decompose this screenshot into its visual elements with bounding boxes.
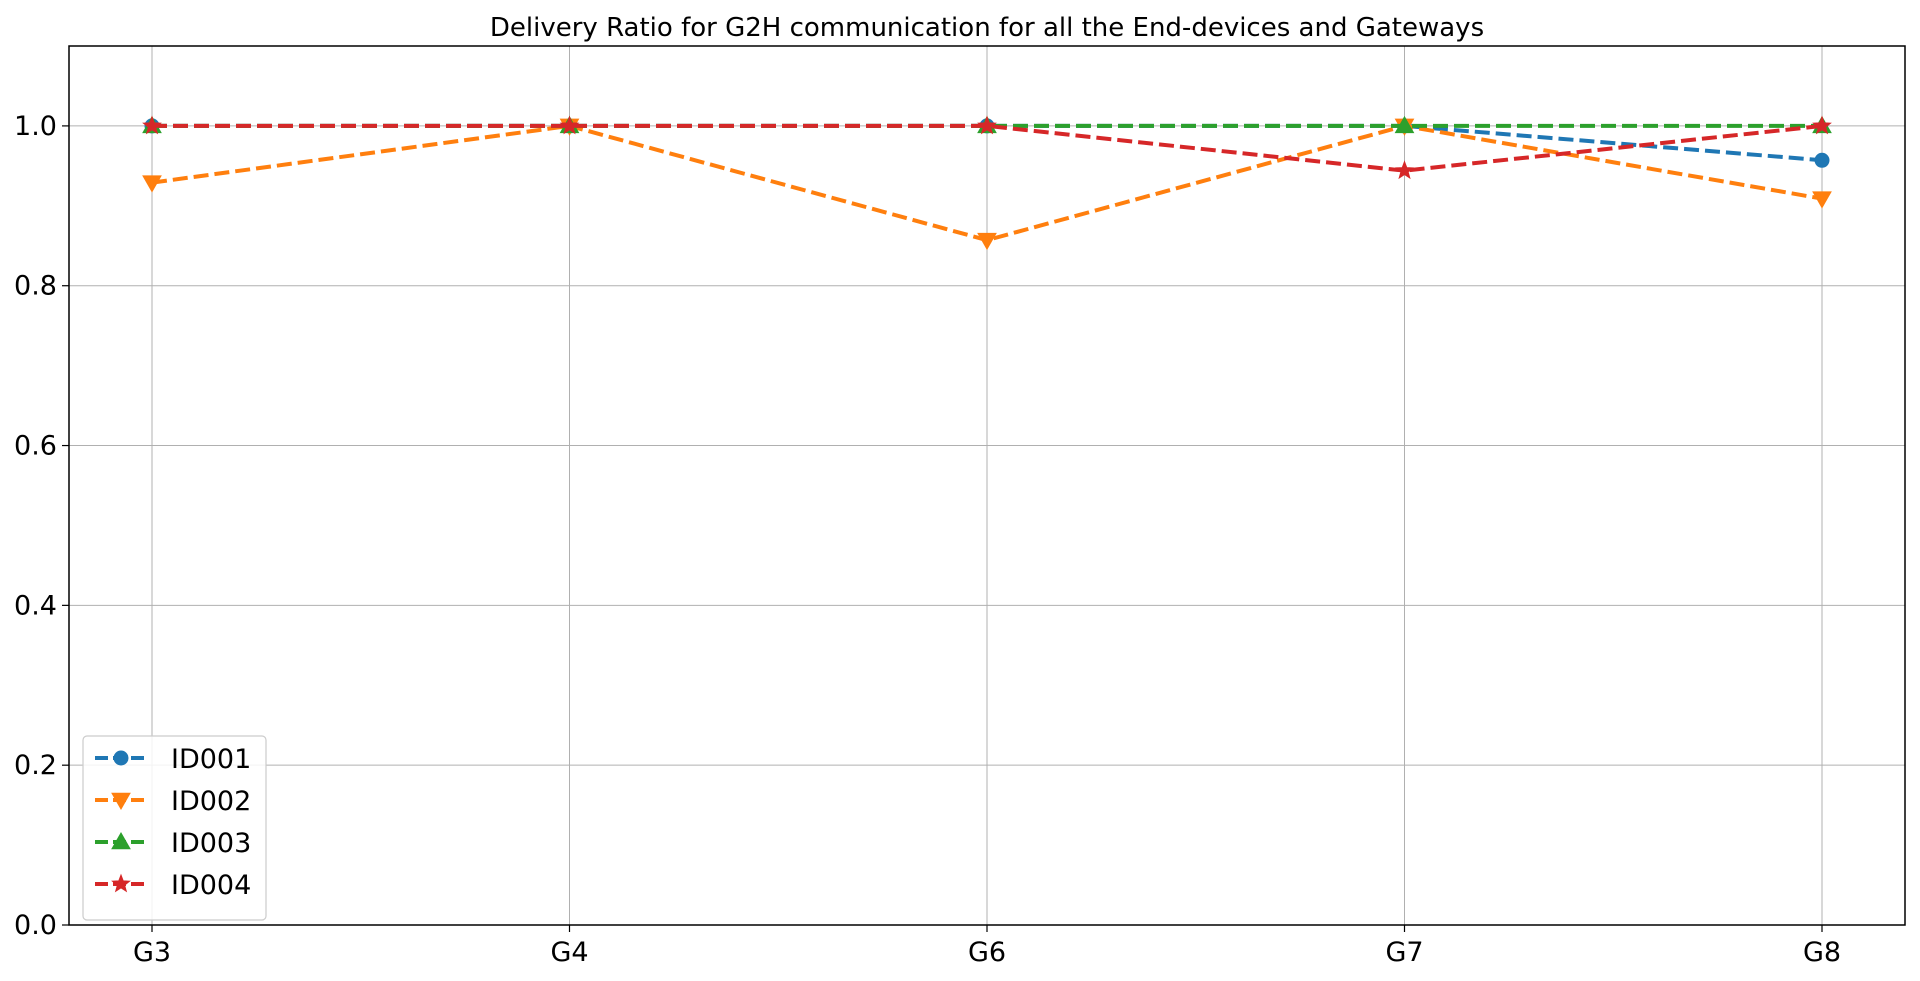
legend-marker xyxy=(113,750,129,766)
legend-label: ID003 xyxy=(171,828,251,859)
x-tick-label: G4 xyxy=(550,937,588,968)
series-layer xyxy=(142,115,1832,251)
legend-marker xyxy=(111,792,131,811)
x-tick-label: G8 xyxy=(1803,937,1841,968)
data-point xyxy=(142,115,162,135)
grid-layer xyxy=(69,46,1905,926)
chart-title: Delivery Ratio for G2H communication for… xyxy=(490,13,1484,43)
y-tick-label: 0.0 xyxy=(14,910,57,941)
data-point xyxy=(559,115,580,135)
legend-label: ID004 xyxy=(171,870,251,901)
legend-item: ID001 xyxy=(95,744,251,775)
x-tick-label: G7 xyxy=(1385,937,1423,968)
x-tick-label: G3 xyxy=(133,937,171,968)
x-axis: G3 G4 G6 G7 G8 xyxy=(133,925,1841,968)
legend-item: ID004 xyxy=(95,870,251,901)
legend-box xyxy=(82,735,267,921)
data-point xyxy=(142,175,162,193)
legend-marker xyxy=(111,873,131,893)
data-point xyxy=(1812,191,1832,209)
legend-label: ID001 xyxy=(171,744,251,775)
x-tick-label: G6 xyxy=(968,937,1006,968)
legend-marker xyxy=(111,831,131,850)
data-point xyxy=(1394,115,1415,134)
data-point xyxy=(1394,160,1415,180)
legend: ID001 ID002 ID003 ID004 xyxy=(82,735,267,921)
series-line xyxy=(152,123,1823,173)
data-point xyxy=(1812,115,1832,135)
y-tick-label: 0.4 xyxy=(14,590,57,621)
y-tick-label: 1.0 xyxy=(14,111,57,142)
y-tick-label: 0.8 xyxy=(14,271,57,302)
y-tick-label: 0.2 xyxy=(14,750,57,781)
legend-label: ID002 xyxy=(171,786,251,817)
series-ID004 xyxy=(142,115,1832,180)
data-point xyxy=(1814,152,1830,168)
legend-item: ID002 xyxy=(95,786,251,817)
legend-item: ID003 xyxy=(95,828,251,859)
plot-area-frame xyxy=(68,45,1906,926)
data-point xyxy=(977,232,997,251)
data-point xyxy=(977,115,997,135)
y-axis: 0.0 0.2 0.4 0.6 0.8 1.0 xyxy=(14,111,69,941)
y-tick-label: 0.6 xyxy=(14,431,57,462)
